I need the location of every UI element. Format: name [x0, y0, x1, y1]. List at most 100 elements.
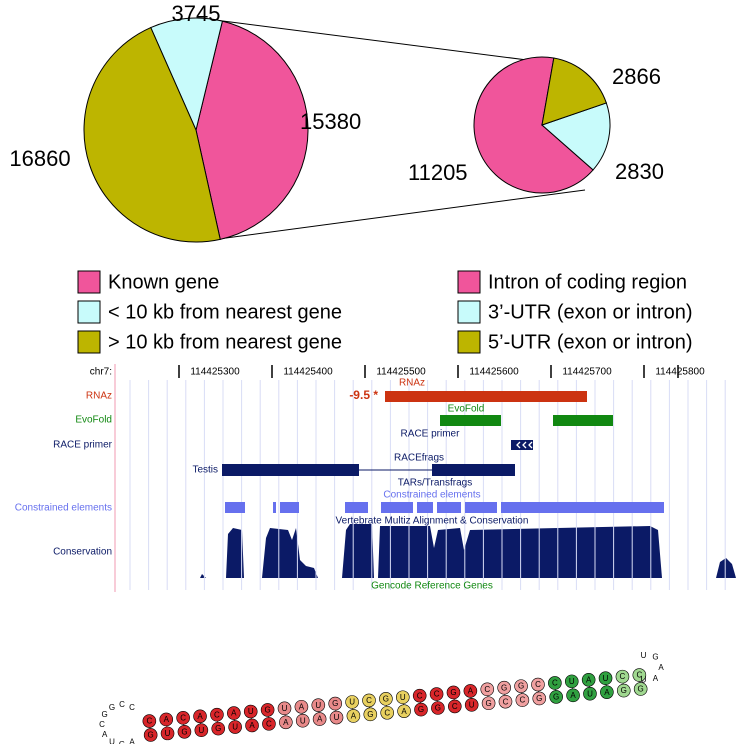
nucleotide [160, 726, 175, 741]
loop-nucleotide: A [653, 674, 659, 683]
loop-nucleotide: C [129, 703, 135, 712]
slice-label: 16860 [9, 146, 70, 171]
nucleotide-label: U [282, 704, 288, 713]
nucleotide-label: U [334, 713, 340, 722]
nucleotide [480, 682, 495, 697]
strand-arrow [522, 441, 527, 449]
nucleotide-label: C [214, 710, 220, 719]
nucleotide-label: G [501, 683, 507, 692]
track-title: Gencode Reference Genes [371, 581, 493, 592]
zoom-line [214, 19, 528, 61]
loop-nucleotide: G [652, 652, 658, 661]
nucleotide [515, 693, 530, 707]
nucleotide [329, 710, 344, 725]
nucleotide-label: G [450, 688, 456, 697]
nucleotide-label: C [484, 685, 490, 694]
nucleotide-label: G [518, 682, 524, 691]
pie-slice [195, 20, 309, 240]
track-title: TARs/Transfrags [398, 478, 472, 489]
nucleotide-label: G [265, 706, 271, 715]
loop-nucleotide: G [109, 703, 115, 712]
nucleotide [312, 712, 327, 726]
nucleotide-label: G [638, 685, 644, 694]
constrained-element [465, 502, 497, 513]
nucleotide-label: A [351, 712, 357, 721]
nucleotide [262, 717, 276, 731]
nucleotide-label: C [519, 696, 525, 705]
nucleotide-label: A [197, 712, 203, 721]
nucleotide-label: G [418, 705, 424, 714]
nucleotide [498, 694, 513, 709]
legend-label: Known gene [108, 271, 219, 293]
nucleotide [142, 714, 157, 728]
track-title: Vertebrate Multiz Alignment & Conservati… [336, 516, 529, 527]
nucleotide-label: C [452, 702, 458, 711]
position-label: chr7: [90, 367, 112, 378]
nucleotide [143, 728, 158, 742]
pie-slice [83, 26, 221, 243]
nucleotide-label: G [367, 710, 373, 719]
nucleotide [279, 715, 293, 730]
nucleotide-label: C [636, 671, 642, 680]
track-label: RACE primer [53, 440, 113, 451]
nucleotide-label: C [180, 713, 186, 722]
track-label: Conservation [53, 547, 112, 558]
loop-nucleotide: G [102, 710, 108, 719]
nucleotide-label: U [315, 701, 321, 710]
nucleotide-label: A [299, 702, 305, 711]
legend-label: < 10 kb from nearest gene [108, 301, 342, 323]
legend-swatch [77, 300, 101, 324]
zoom-line [195, 189, 586, 243]
nucleotide-label: C [146, 717, 152, 726]
constrained-element [273, 502, 276, 513]
nucleotide [346, 709, 361, 723]
nucleotide [549, 690, 563, 704]
pie-slice [541, 57, 607, 126]
legend-swatch [457, 300, 481, 324]
nucleotide-label: U [165, 729, 171, 738]
nucleotide [464, 698, 479, 712]
constrained-element [225, 502, 245, 513]
nucleotide [228, 720, 242, 734]
nucleotide [463, 684, 478, 698]
nucleotide-label: A [164, 715, 170, 724]
genome-browser: chr7: 114425300 114425400 114425500 11442560… [15, 364, 742, 592]
nucleotide-label: G [536, 694, 542, 703]
legend-swatch [77, 330, 101, 354]
nucleotide [211, 721, 226, 736]
nucleotide [210, 707, 224, 722]
nucleotide [294, 699, 309, 714]
nucleotide-label: C [503, 697, 509, 706]
nucleotide-label: G [148, 731, 154, 740]
nucleotide-label: U [198, 726, 204, 735]
constrained-element [345, 502, 368, 513]
track-label: RNAz [86, 391, 112, 402]
nucleotide [447, 699, 462, 714]
nucleotide [481, 696, 496, 711]
nucleotide [243, 704, 258, 719]
rnaz-element [385, 391, 587, 402]
nucleotide [564, 674, 579, 689]
nucleotide-label: A [401, 707, 407, 716]
nucleotide [412, 688, 427, 703]
loop-nucleotide: A [658, 663, 664, 672]
constrained-element [437, 502, 461, 513]
nucleotide-label: A [283, 718, 289, 727]
loop-nucleotide: U [109, 737, 115, 744]
nucleotide [311, 698, 326, 712]
conservation-area [118, 524, 740, 578]
constrained-element [381, 502, 413, 513]
nucleotide-label: U [349, 698, 355, 707]
nucleotide-label: C [366, 696, 372, 705]
nucleotide-label: U [603, 674, 609, 683]
loop-nucleotide: G [119, 740, 125, 744]
nucleotide-label: G [621, 686, 627, 695]
legend-label: 5’-UTR (exon or intron) [488, 331, 693, 353]
track-label: Constrained elements [15, 503, 112, 514]
nucleotide-label: A [249, 721, 255, 730]
tick-label: 114425600 [469, 367, 519, 378]
nucleotide-label: U [587, 689, 593, 698]
slice-label: 11205 [408, 160, 468, 185]
loop-nucleotide: A [129, 737, 135, 744]
nucleotide-label: A [317, 715, 323, 724]
